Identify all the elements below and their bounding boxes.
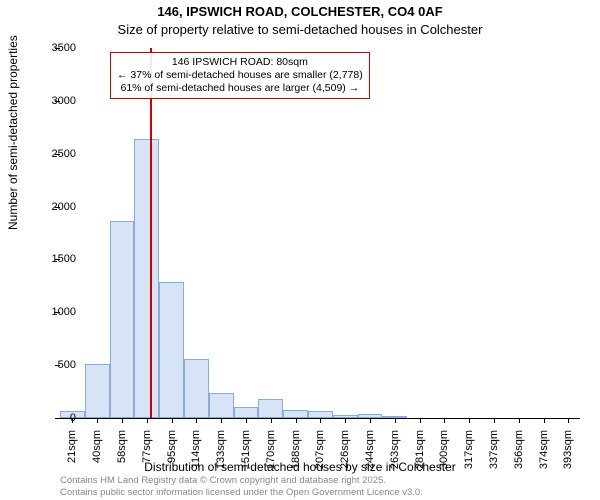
x-tick-mark	[420, 418, 421, 423]
x-tick-label: 300sqm	[438, 430, 450, 480]
annotation-box: 146 IPSWICH ROAD: 80sqm ← 37% of semi-de…	[110, 52, 370, 99]
y-tick-label: 3000	[36, 95, 76, 107]
x-tick-mark	[320, 418, 321, 423]
histogram-bar	[283, 410, 308, 418]
x-tick-mark	[519, 418, 520, 423]
x-tick-mark	[271, 418, 272, 423]
x-tick-label: 263sqm	[389, 430, 401, 480]
plot-area: 146 IPSWICH ROAD: 80sqm ← 37% of semi-de…	[60, 48, 580, 419]
x-tick-label: 58sqm	[116, 430, 128, 480]
x-tick-label: 393sqm	[562, 430, 574, 480]
histogram-bar	[234, 407, 259, 418]
x-tick-label: 114sqm	[190, 430, 202, 480]
x-tick-mark	[370, 418, 371, 423]
histogram-bar	[134, 139, 159, 418]
x-tick-label: 95sqm	[166, 430, 178, 480]
x-tick-mark	[395, 418, 396, 423]
x-tick-mark	[246, 418, 247, 423]
x-tick-label: 356sqm	[513, 430, 525, 480]
histogram-bar	[308, 411, 333, 418]
x-tick-label: 151sqm	[240, 430, 252, 480]
x-tick-mark	[196, 418, 197, 423]
x-tick-mark	[544, 418, 545, 423]
x-tick-mark	[221, 418, 222, 423]
x-tick-mark	[97, 418, 98, 423]
histogram-bar	[85, 364, 110, 418]
x-tick-mark	[296, 418, 297, 423]
annotation-line1: 146 IPSWICH ROAD: 80sqm	[117, 56, 363, 69]
reference-marker-line	[150, 48, 152, 418]
x-tick-label: 374sqm	[538, 430, 550, 480]
annotation-line3: 61% of semi-detached houses are larger (…	[117, 82, 363, 95]
y-tick-label: 0	[36, 412, 76, 424]
x-tick-mark	[568, 418, 569, 423]
y-tick-label: 3500	[36, 42, 76, 54]
annotation-line2: ← 37% of semi-detached houses are smalle…	[117, 69, 363, 82]
y-tick-label: 1000	[36, 306, 76, 318]
histogram-bar	[110, 221, 135, 418]
x-tick-label: 77sqm	[141, 430, 153, 480]
chart-title-line2: Size of property relative to semi-detach…	[0, 22, 600, 37]
x-tick-label: 170sqm	[265, 430, 277, 480]
histogram-bar	[258, 399, 283, 418]
x-tick-label: 40sqm	[91, 430, 103, 480]
x-tick-mark	[172, 418, 173, 423]
x-tick-mark	[345, 418, 346, 423]
x-tick-label: 281sqm	[414, 430, 426, 480]
histogram-bar	[209, 393, 234, 418]
footer-line2: Contains public sector information licen…	[60, 487, 423, 498]
y-tick-label: 2500	[36, 148, 76, 160]
y-tick-label: 1500	[36, 253, 76, 265]
x-tick-mark	[444, 418, 445, 423]
x-tick-label: 207sqm	[314, 430, 326, 480]
x-tick-label: 337sqm	[488, 430, 500, 480]
histogram-bar	[159, 282, 184, 418]
x-tick-mark	[147, 418, 148, 423]
histogram-chart: 146, IPSWICH ROAD, COLCHESTER, CO4 0AF S…	[0, 0, 600, 500]
x-tick-label: 226sqm	[339, 430, 351, 480]
x-tick-mark	[469, 418, 470, 423]
x-tick-label: 188sqm	[290, 430, 302, 480]
x-tick-label: 21sqm	[66, 430, 78, 480]
x-tick-mark	[494, 418, 495, 423]
y-axis-label: Number of semi-detached properties	[6, 35, 20, 230]
x-tick-label: 244sqm	[364, 430, 376, 480]
chart-title-line1: 146, IPSWICH ROAD, COLCHESTER, CO4 0AF	[0, 4, 600, 19]
x-tick-mark	[122, 418, 123, 423]
x-tick-label: 133sqm	[215, 430, 227, 480]
histogram-bar	[184, 359, 209, 418]
y-tick-label: 500	[36, 359, 76, 371]
y-tick-label: 2000	[36, 201, 76, 213]
x-tick-label: 317sqm	[463, 430, 475, 480]
